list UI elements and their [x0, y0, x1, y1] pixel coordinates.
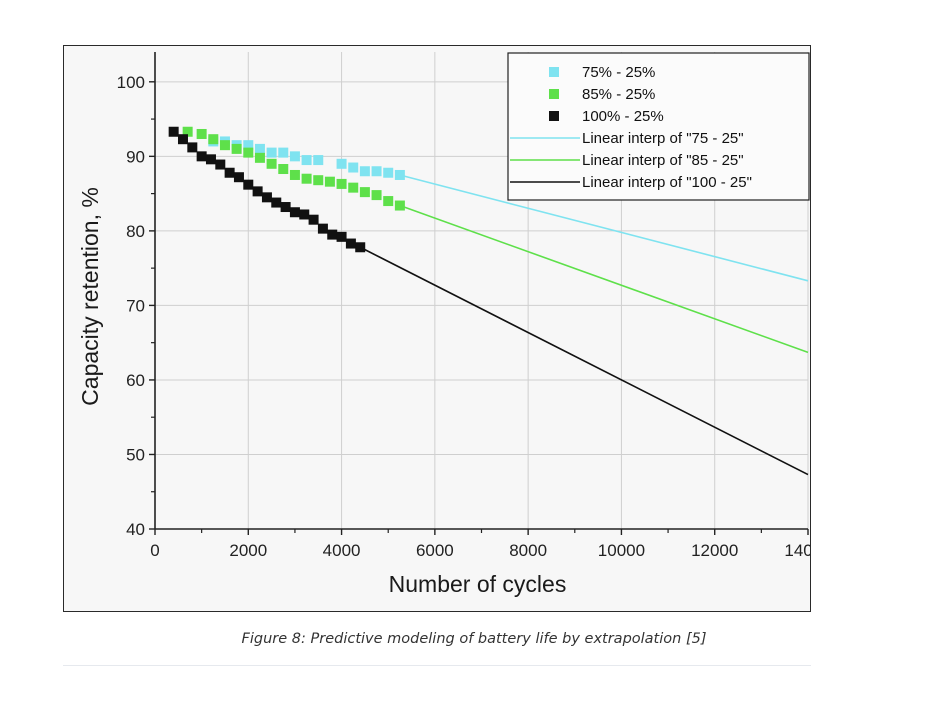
- chart-figure: 0 2000 4000 6000 8000 10000 12000 14000 40 50 60 70…: [63, 45, 811, 612]
- data-point: [336, 158, 347, 169]
- legend-label: Linear interp of "75 - 25": [582, 130, 744, 147]
- data-point: [266, 158, 277, 169]
- x-tick-label: 10000: [598, 541, 645, 560]
- y-tick-label: 100: [117, 73, 145, 92]
- x-tick-label: 12000: [691, 541, 738, 560]
- data-point: [261, 192, 272, 203]
- legend-label: Linear interp of "85 - 25": [582, 152, 744, 169]
- data-point: [182, 126, 193, 137]
- x-tick-label: 0: [150, 541, 159, 560]
- x-tick-label: 8000: [509, 541, 547, 560]
- data-point: [196, 151, 207, 162]
- data-point: [324, 176, 335, 187]
- x-tick-label: 2000: [229, 541, 267, 560]
- data-point: [219, 140, 230, 151]
- data-point: [301, 173, 312, 184]
- series-line: [399, 204, 809, 354]
- y-tick-label: 70: [126, 296, 145, 315]
- data-point: [348, 182, 359, 193]
- data-point: [313, 155, 324, 166]
- data-point: [348, 162, 359, 173]
- data-point: [336, 231, 347, 242]
- legend-label: 100% - 25%: [582, 108, 664, 125]
- y-tick-label: 80: [126, 222, 145, 241]
- chart-canvas: 0 2000 4000 6000 8000 10000 12000 14000 40 50 60 70…: [77, 52, 810, 597]
- data-point: [394, 169, 405, 180]
- y-tick-label: 90: [126, 147, 145, 166]
- y-tick-label: 50: [126, 445, 145, 464]
- data-point: [196, 128, 207, 139]
- data-point: [243, 179, 254, 190]
- data-point: [289, 151, 300, 162]
- legend-swatch: [549, 89, 559, 99]
- data-point: [345, 238, 356, 249]
- data-point: [205, 154, 216, 165]
- data-point: [187, 142, 198, 153]
- x-tick-label: 14000: [784, 541, 810, 560]
- data-point: [177, 134, 188, 145]
- legend-box: [507, 52, 810, 201]
- data-point: [289, 169, 300, 180]
- y-tick-label: 40: [126, 520, 145, 539]
- legend-label: 75% - 25%: [582, 64, 655, 81]
- data-point: [243, 140, 254, 151]
- data-point: [266, 147, 277, 158]
- data-point: [231, 143, 242, 154]
- data-point: [327, 229, 338, 240]
- legend-label: Linear interp of "100 - 25": [582, 174, 752, 191]
- data-point: [383, 196, 394, 207]
- data-point: [336, 178, 347, 189]
- data-point: [224, 167, 235, 178]
- data-point: [383, 167, 394, 178]
- figure-caption: Figure 8: Predictive modeling of battery…: [241, 631, 707, 647]
- data-point: [371, 190, 382, 201]
- data-point: [252, 186, 263, 197]
- data-point: [215, 159, 226, 170]
- y-axis-label: Capacity retention, %: [77, 187, 103, 406]
- data-point: [359, 166, 370, 177]
- data-point: [243, 147, 254, 158]
- data-point: [233, 172, 244, 183]
- data-point: [313, 175, 324, 186]
- data-point: [355, 242, 366, 253]
- data-point: [289, 207, 300, 218]
- data-point: [301, 155, 312, 166]
- data-point: [278, 164, 289, 175]
- y-tick-label: 60: [126, 371, 145, 390]
- data-point: [317, 223, 328, 234]
- data-point: [359, 187, 370, 198]
- data-point: [308, 214, 319, 225]
- data-point: [280, 202, 291, 213]
- data-point: [299, 209, 310, 220]
- x-axis-label: Number of cycles: [389, 571, 567, 597]
- legend-swatch: [549, 67, 559, 77]
- data-point: [254, 143, 265, 154]
- data-point: [371, 166, 382, 177]
- legend-swatch: [549, 111, 559, 121]
- x-tick-label: 6000: [416, 541, 454, 560]
- data-point: [271, 197, 282, 208]
- x-tick-label: 4000: [323, 541, 361, 560]
- series-line: [399, 174, 809, 282]
- data-point: [254, 152, 265, 163]
- data-point: [278, 147, 289, 158]
- divider: [63, 665, 811, 666]
- data-point: [208, 134, 219, 145]
- data-point: [168, 126, 179, 137]
- legend-label: 85% - 25%: [582, 86, 655, 103]
- series-line: [359, 246, 809, 476]
- data-point: [394, 200, 405, 211]
